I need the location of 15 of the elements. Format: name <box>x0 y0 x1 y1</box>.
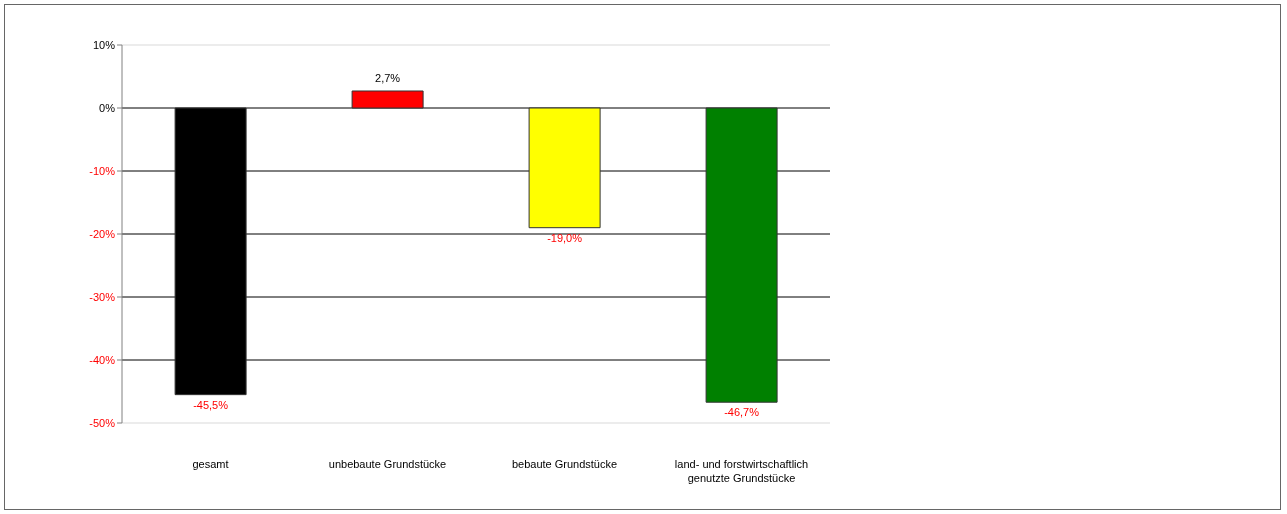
data-label: -46,7% <box>724 406 760 419</box>
x-tick-label: gesamt <box>192 458 229 470</box>
y-tick-label: 0% <box>99 102 116 114</box>
x-tick-label: unbebaute Grundstücke <box>328 458 447 470</box>
y-tick-label: -40% <box>89 354 116 366</box>
y-tick-label: -10% <box>89 165 116 177</box>
x-tick-label: land- und forstwirtschaftlich genutzte Grundstücke <box>674 458 809 484</box>
y-tick-label: -30% <box>89 291 116 303</box>
y-tick-label: 10% <box>92 39 116 51</box>
data-label: -45,5% <box>193 398 229 411</box>
y-tick-label: -20% <box>89 228 116 240</box>
y-tick-label: -50% <box>89 417 116 429</box>
data-label: 2,7% <box>375 71 401 84</box>
data-label: -19,0% <box>547 231 583 244</box>
x-tick-label: bebaute Grundstücke <box>511 458 618 470</box>
